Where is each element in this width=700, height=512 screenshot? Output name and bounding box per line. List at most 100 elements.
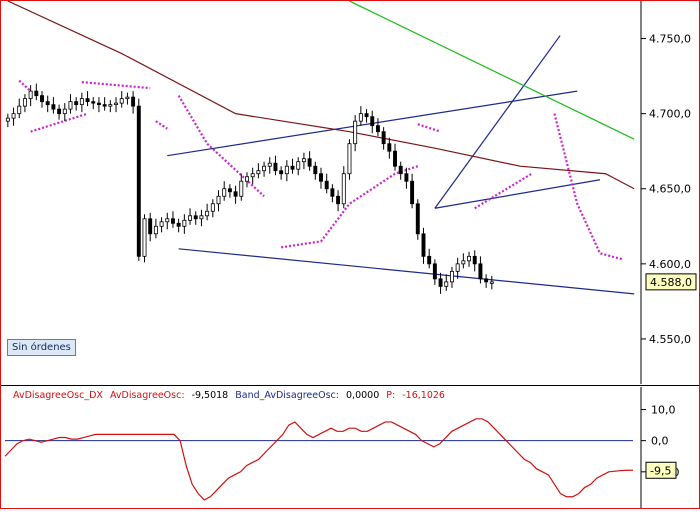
candle-body [199,215,204,220]
candle-body [358,113,363,122]
candle-body [484,278,489,283]
candle-body [427,255,432,265]
candle-body [353,120,358,145]
price-panel: 4.750,0 4.700,0 4.650,0 4.600,0 4.550,0 4.588… [1,0,697,384]
candle-body [239,180,244,197]
candle-body [216,195,221,205]
candle-body [57,108,62,115]
candle-body [256,170,261,175]
candle-body [131,96,136,107]
osc-tick-label: 0,0 [651,435,669,448]
candle-body [398,165,403,175]
price-tick-label: 4.550,0 [649,333,691,346]
candle-body [489,281,494,284]
dotted-indicator [553,113,624,261]
candle-body [279,170,284,175]
price-tick-label: 4.750,0 [649,33,691,46]
trendline [178,248,635,295]
label-icon: Sin órdenes [12,342,71,353]
candle-body [108,104,113,107]
candle-body [444,281,449,287]
candle-body [296,161,301,170]
candle-body [96,102,101,106]
candle-body [262,165,267,172]
candle-body [449,270,454,283]
candle-body [205,210,210,217]
candle-body [415,203,420,235]
oscillator-axis: 10,00,0-10,0-9,5 [641,403,679,479]
candle-body [74,101,79,106]
candle-body [34,90,39,97]
dotted-indicator [30,112,88,133]
osc-last-value-box [645,461,677,479]
osc-line [4,418,633,501]
candle-body [284,165,289,175]
candle-body [62,108,67,115]
candle-body [461,260,466,265]
moving-average-long [7,0,635,190]
candle-body [421,233,426,257]
last-price-box [645,273,697,291]
dotted-indicator [18,79,32,92]
candle-body [193,215,198,220]
candle-body [250,173,255,178]
price-tick-label: 4.700,0 [649,108,691,121]
candle-body [188,215,193,221]
candle-body [40,95,44,103]
osc-value-p: -16,1026 [402,390,445,401]
candle-body [233,191,238,197]
candle-body [375,125,380,133]
candle-body [267,162,272,167]
osc-name-band: Band_AvDisagreeOsc: [235,390,339,401]
candle-body [432,263,437,280]
candle-body [290,165,295,170]
candle-body [182,219,187,227]
candle-body [245,176,249,182]
candle-body [68,101,73,110]
dotted-indicator [81,81,151,90]
candle-body [142,218,147,257]
candle-body [307,158,312,167]
osc-tick-label: 10,0 [651,403,676,416]
osc-name-dx: AvDisagreeOsc_DX [13,390,103,401]
candle-body [11,113,16,119]
candle-body [210,203,215,212]
candle-body [467,255,472,262]
candle-body [45,101,50,106]
candle-body [5,117,10,122]
candle-body [381,131,386,145]
candle-body [478,263,483,280]
candle-body [324,180,329,190]
candle-body [22,98,27,107]
price-tick-label: 4.600,0 [649,258,691,271]
dotted-indicator [474,172,533,210]
osc-value-band: 0,0000 [346,390,380,401]
candle-body [404,173,409,182]
oscillator-header: AvDisagreeOsc_DX AvDisagreeOsc: -9,5018 … [13,390,449,401]
candle-body [79,98,84,106]
candle-body [176,222,181,227]
price-axis: 4.750,0 4.700,0 4.650,0 4.600,0 4.550,0 4.588… [641,33,697,346]
candle-body [148,218,153,235]
candle-body [119,98,124,104]
candle-body [153,225,158,235]
osc-value-avdisagree: -9,5018 [191,390,229,401]
candle-body [364,113,369,118]
candle-body [438,278,443,287]
candle-body [313,165,318,175]
candle-body [222,188,227,197]
trendline [434,35,561,209]
candle-body [91,101,96,104]
no-orders-badge[interactable]: Sin órdenes [7,339,76,356]
candle-body [114,102,118,106]
candle-body [387,143,392,152]
last-price-label: 4.588,0 [650,276,692,289]
candle-body [136,105,141,257]
candle-body [410,180,415,205]
candle-body [102,104,107,107]
osc-name-avdisagree: AvDisagreeOsc: [109,390,185,401]
candle-body [165,218,170,223]
candle-body [51,104,56,110]
